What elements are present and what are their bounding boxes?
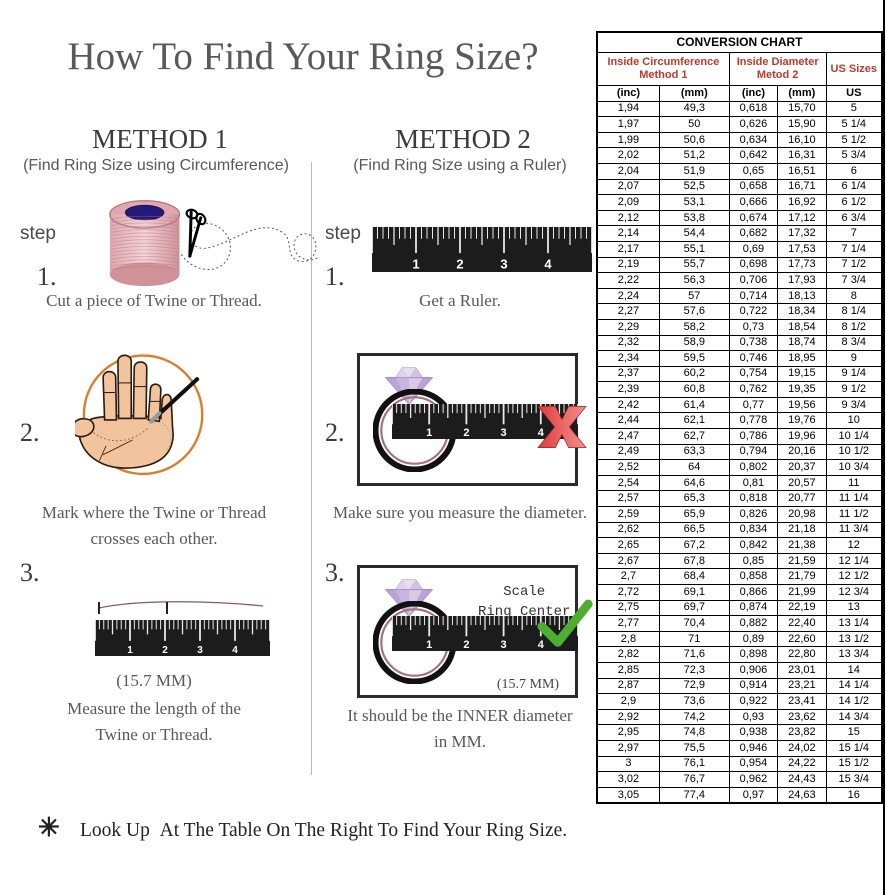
svg-text:2: 2 xyxy=(456,256,463,271)
svg-text:2: 2 xyxy=(162,645,168,656)
svg-text:3: 3 xyxy=(501,639,507,651)
svg-text:2: 2 xyxy=(463,427,469,439)
svg-text:1: 1 xyxy=(426,639,432,651)
svg-text:4: 4 xyxy=(232,645,238,656)
svg-text:3: 3 xyxy=(501,427,507,439)
svg-text:1: 1 xyxy=(127,645,133,656)
svg-text:1: 1 xyxy=(412,256,419,271)
svg-text:3: 3 xyxy=(500,256,507,271)
svg-text:4: 4 xyxy=(544,256,552,271)
svg-text:3: 3 xyxy=(197,645,203,656)
svg-text:1: 1 xyxy=(426,427,432,439)
svg-text:2: 2 xyxy=(463,639,469,651)
